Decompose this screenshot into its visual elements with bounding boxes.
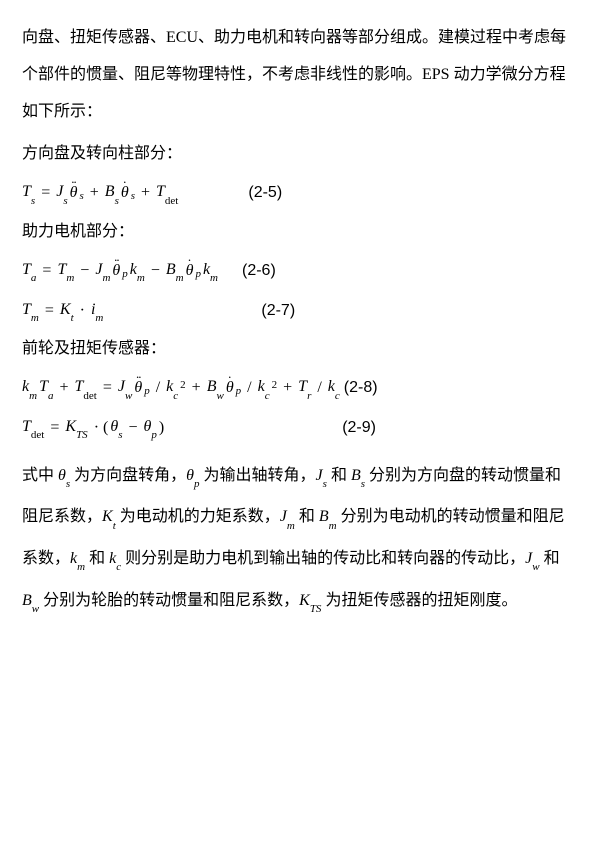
var-Ts: Ts bbox=[22, 180, 35, 206]
sym-km: km bbox=[70, 550, 85, 567]
var-theta-p-ddot: θ bbox=[112, 259, 120, 283]
sym-Bs: Bs bbox=[351, 467, 365, 484]
var-theta-p-ddot2: θ bbox=[134, 376, 142, 400]
equation-2-9: Tdet = KTS · ( θs − θp ) (2-9) bbox=[22, 415, 574, 441]
var-theta-p: θp bbox=[144, 415, 157, 441]
intro-paragraph: 向盘、扭矩传感器、ECU、助力电机和转向器等部分组成。建模过程中考虑每个部件的惯… bbox=[22, 20, 574, 130]
sym-Js: Js bbox=[316, 467, 327, 484]
equation-2-5: Ts = Js θs + Bs θs + Tdet (2-5) bbox=[22, 180, 574, 206]
var-Tr: Tr bbox=[298, 375, 311, 401]
sym-KTS: KTS bbox=[299, 592, 321, 609]
var-km2: km bbox=[203, 258, 218, 284]
var-Kt: Kt bbox=[60, 298, 74, 324]
sym-Kt: Kt bbox=[102, 508, 116, 525]
var-im: im bbox=[91, 298, 103, 324]
var-theta-s: θs bbox=[110, 415, 122, 441]
var-km: km bbox=[130, 258, 145, 284]
var-Tdet: Tdet bbox=[156, 180, 178, 206]
equation-2-8: km Ta + Tdet = Jw θp / kc2 + Bw θp / kc2… bbox=[22, 375, 574, 401]
var-Bw: Bw bbox=[207, 375, 224, 401]
sym-Jm: Jm bbox=[280, 508, 295, 525]
var-Bs: Bs bbox=[105, 180, 119, 206]
var-Ta2: Ta bbox=[39, 375, 53, 401]
var-KTS: KTS bbox=[65, 415, 87, 441]
sym-kc: kc bbox=[109, 550, 121, 567]
var-theta-s-ddot: θ bbox=[70, 181, 78, 205]
var-kc: kc bbox=[166, 375, 178, 401]
var-Jm: Jm bbox=[95, 258, 110, 284]
var-Tdet2: Tdet bbox=[75, 375, 97, 401]
eq-number-2-7: (2-7) bbox=[261, 299, 295, 323]
section-wheel-sensor: 前轮及扭矩传感器： bbox=[22, 337, 574, 361]
eq-number-2-5: (2-5) bbox=[248, 181, 282, 205]
eq-number-2-6: (2-6) bbox=[242, 259, 276, 283]
var-kc2: kc bbox=[258, 375, 270, 401]
section-steering-column: 方向盘及转向柱部分： bbox=[22, 142, 574, 166]
var-theta-p-dot: θ bbox=[186, 259, 194, 283]
var-kc3: kc bbox=[328, 375, 340, 401]
sym-Jw: Jw bbox=[525, 550, 539, 567]
sym-Bm: Bm bbox=[319, 508, 337, 525]
symbol-explanation: 式中 θs 为方向盘转角，θp 为输出轴转角，Js 和 Bs 分别为方向盘的转动… bbox=[22, 455, 574, 621]
var-Tdet3: Tdet bbox=[22, 415, 44, 441]
var-theta-s-dot: θ bbox=[121, 181, 129, 205]
sym-theta-p: θp bbox=[186, 467, 199, 484]
var-Bm: Bm bbox=[166, 258, 184, 284]
var-Ta: Ta bbox=[22, 258, 36, 284]
equation-2-6: Ta = Tm − Jm θp km − Bm θp km (2-6) bbox=[22, 258, 574, 284]
equation-2-7: Tm = Kt · im (2-7) bbox=[22, 298, 574, 324]
sym-Bw: Bw bbox=[22, 592, 39, 609]
var-Tm2: Tm bbox=[22, 298, 39, 324]
section-motor: 助力电机部分： bbox=[22, 220, 574, 244]
var-km3: km bbox=[22, 375, 37, 401]
eq-number-2-9: (2-9) bbox=[342, 416, 376, 440]
var-Tm: Tm bbox=[57, 258, 74, 284]
var-Js: Js bbox=[56, 180, 67, 206]
var-Jw: Jw bbox=[118, 375, 132, 401]
sym-theta-s: θs bbox=[58, 467, 70, 484]
eq-number-2-8: (2-8) bbox=[344, 376, 378, 400]
var-theta-p-dot2: θ bbox=[226, 376, 234, 400]
